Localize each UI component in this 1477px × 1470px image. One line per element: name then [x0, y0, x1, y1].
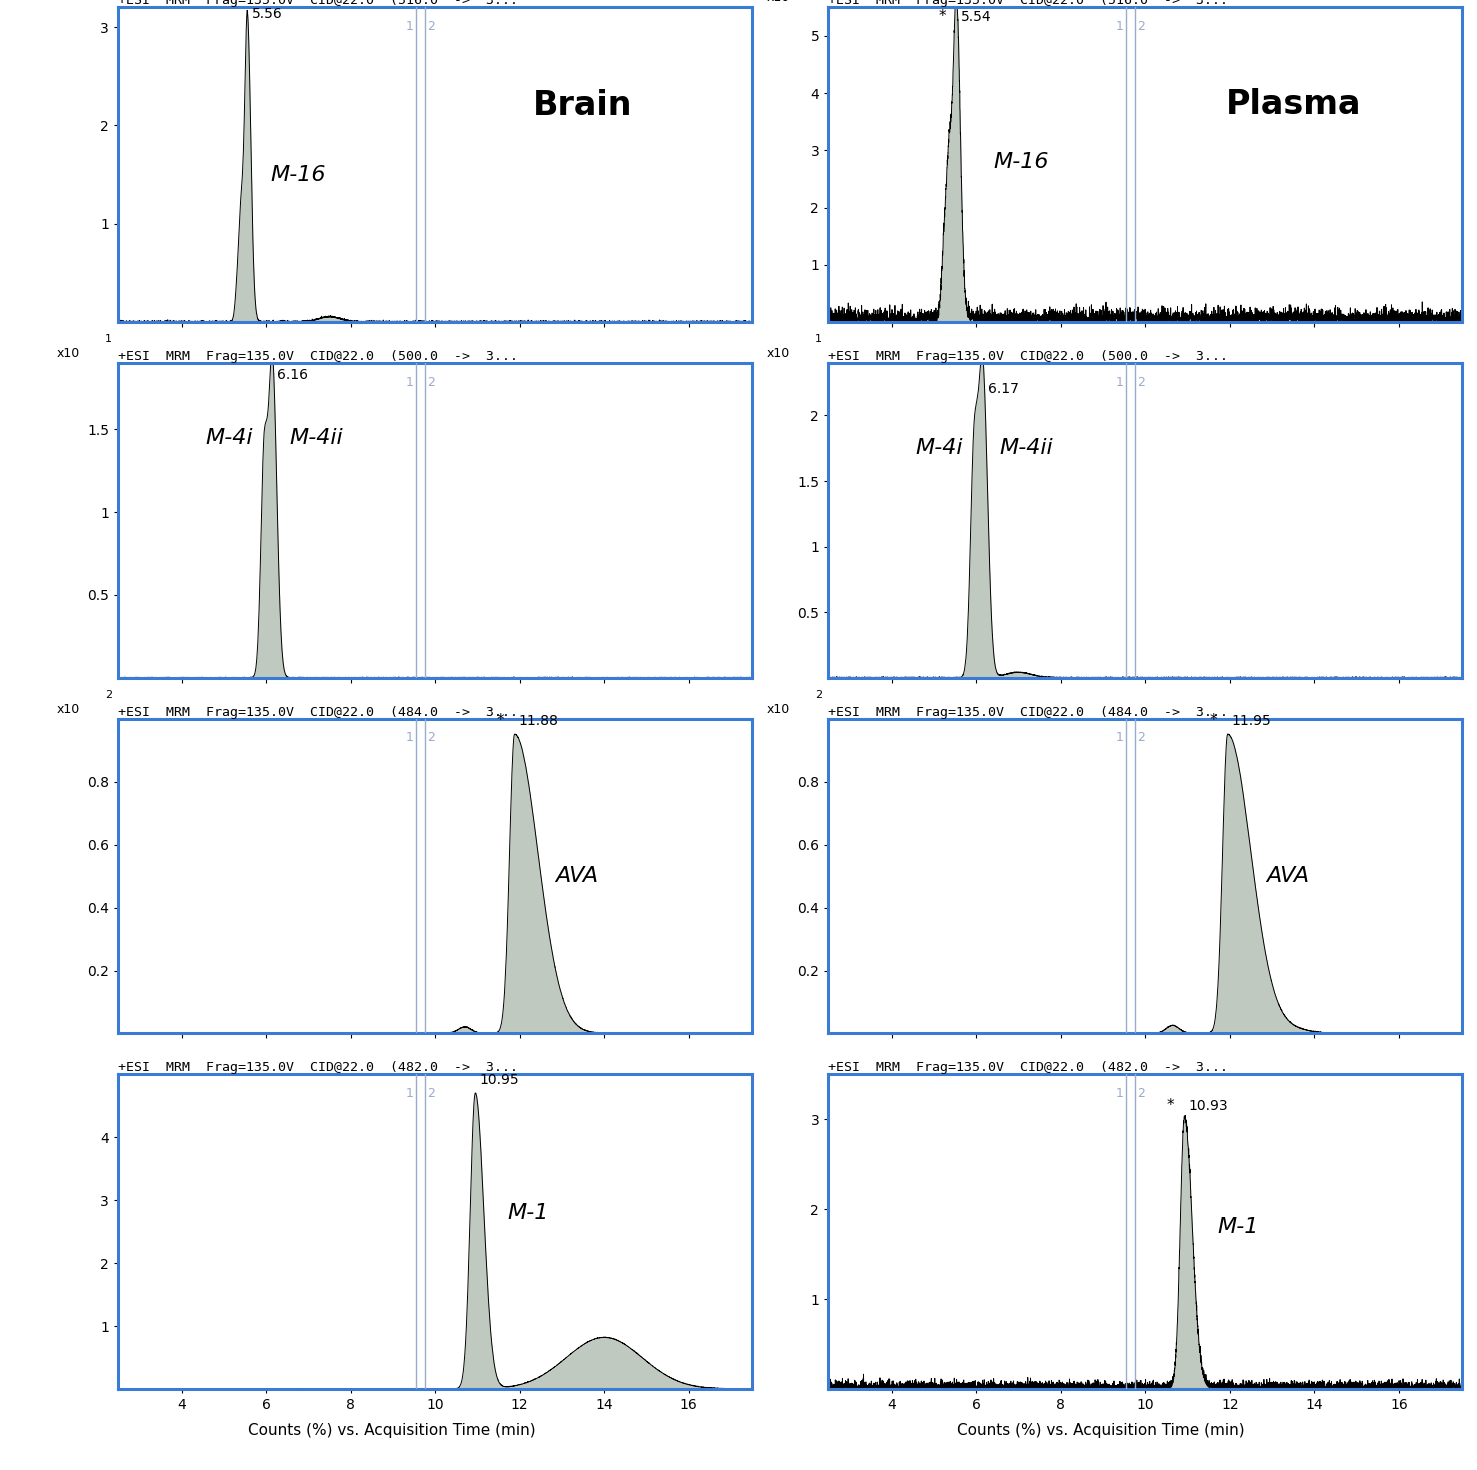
Text: Plasma: Plasma	[1226, 88, 1360, 121]
Text: 10.95: 10.95	[480, 1073, 518, 1086]
Text: +ESI  MRM  Frag=135.0V  CID@22.0  (482.0  ->  3...: +ESI MRM Frag=135.0V CID@22.0 (482.0 -> …	[118, 1061, 518, 1075]
Text: x10: x10	[58, 347, 80, 360]
Text: M-1: M-1	[1217, 1217, 1258, 1238]
Text: x10: x10	[767, 0, 790, 4]
Text: 5.56: 5.56	[251, 7, 282, 21]
Text: 1: 1	[406, 21, 414, 32]
Text: 10.93: 10.93	[1189, 1100, 1229, 1113]
Text: +ESI  MRM  Frag=135.0V  CID@22.0  (516.0  ->  3...: +ESI MRM Frag=135.0V CID@22.0 (516.0 -> …	[118, 0, 518, 7]
Text: 1: 1	[1115, 21, 1124, 32]
Text: 2: 2	[427, 1086, 436, 1100]
Text: M-4i: M-4i	[205, 428, 253, 447]
Text: 1: 1	[1115, 376, 1124, 388]
Text: M-4ii: M-4ii	[289, 428, 343, 447]
Text: 1: 1	[406, 1086, 414, 1100]
Text: AVA: AVA	[555, 866, 598, 886]
Text: +ESI  MRM  Frag=135.0V  CID@22.0  (484.0  ->  3...: +ESI MRM Frag=135.0V CID@22.0 (484.0 -> …	[118, 706, 518, 719]
Text: *: *	[1210, 713, 1217, 728]
Text: 2: 2	[427, 21, 436, 32]
Text: +ESI  MRM  Frag=135.0V  CID@22.0  (500.0  ->  3...: +ESI MRM Frag=135.0V CID@22.0 (500.0 -> …	[829, 350, 1229, 363]
Text: 6.17: 6.17	[988, 382, 1019, 395]
Text: 1: 1	[105, 334, 112, 344]
Text: x10: x10	[767, 703, 790, 716]
Text: 2: 2	[105, 689, 112, 700]
Text: *: *	[938, 9, 947, 24]
Text: M-1: M-1	[507, 1202, 548, 1223]
Text: +ESI  MRM  Frag=135.0V  CID@22.0  (500.0  ->  3...: +ESI MRM Frag=135.0V CID@22.0 (500.0 -> …	[118, 350, 518, 363]
Text: M-4ii: M-4ii	[1000, 438, 1053, 459]
Text: 6.16: 6.16	[278, 368, 309, 382]
Text: 2: 2	[1137, 731, 1145, 744]
Text: *: *	[1167, 1098, 1174, 1113]
Text: 1: 1	[815, 334, 821, 344]
Text: 2: 2	[1137, 21, 1145, 32]
Text: x10: x10	[767, 347, 790, 360]
Text: x10: x10	[58, 703, 80, 716]
Text: 1: 1	[406, 376, 414, 388]
Text: 11.95: 11.95	[1232, 714, 1272, 728]
Text: +ESI  MRM  Frag=135.0V  CID@22.0  (484.0  ->  3...: +ESI MRM Frag=135.0V CID@22.0 (484.0 -> …	[829, 706, 1229, 719]
Text: Brain: Brain	[533, 90, 632, 122]
Text: 2: 2	[815, 689, 821, 700]
Text: 2: 2	[427, 731, 436, 744]
Text: M-16: M-16	[270, 165, 326, 185]
Text: 2: 2	[427, 376, 436, 388]
Text: 2: 2	[1137, 1086, 1145, 1100]
Text: Counts (%) vs. Acquisition Time (min): Counts (%) vs. Acquisition Time (min)	[957, 1423, 1244, 1438]
Text: 1: 1	[1115, 1086, 1124, 1100]
Text: M-4i: M-4i	[916, 438, 963, 459]
Text: M-16: M-16	[993, 151, 1049, 172]
Text: Counts (%) vs. Acquisition Time (min): Counts (%) vs. Acquisition Time (min)	[248, 1423, 535, 1438]
Text: 2: 2	[1137, 376, 1145, 388]
Text: 5.54: 5.54	[962, 10, 991, 24]
Text: AVA: AVA	[1266, 866, 1309, 886]
Text: 11.88: 11.88	[518, 714, 558, 728]
Text: 1: 1	[1115, 731, 1124, 744]
Text: *: *	[496, 713, 504, 728]
Text: +ESI  MRM  Frag=135.0V  CID@22.0  (482.0  ->  3...: +ESI MRM Frag=135.0V CID@22.0 (482.0 -> …	[829, 1061, 1229, 1075]
Text: +ESI  MRM  Frag=135.0V  CID@22.0  (516.0  ->  3...: +ESI MRM Frag=135.0V CID@22.0 (516.0 -> …	[829, 0, 1229, 7]
Text: 1: 1	[406, 731, 414, 744]
